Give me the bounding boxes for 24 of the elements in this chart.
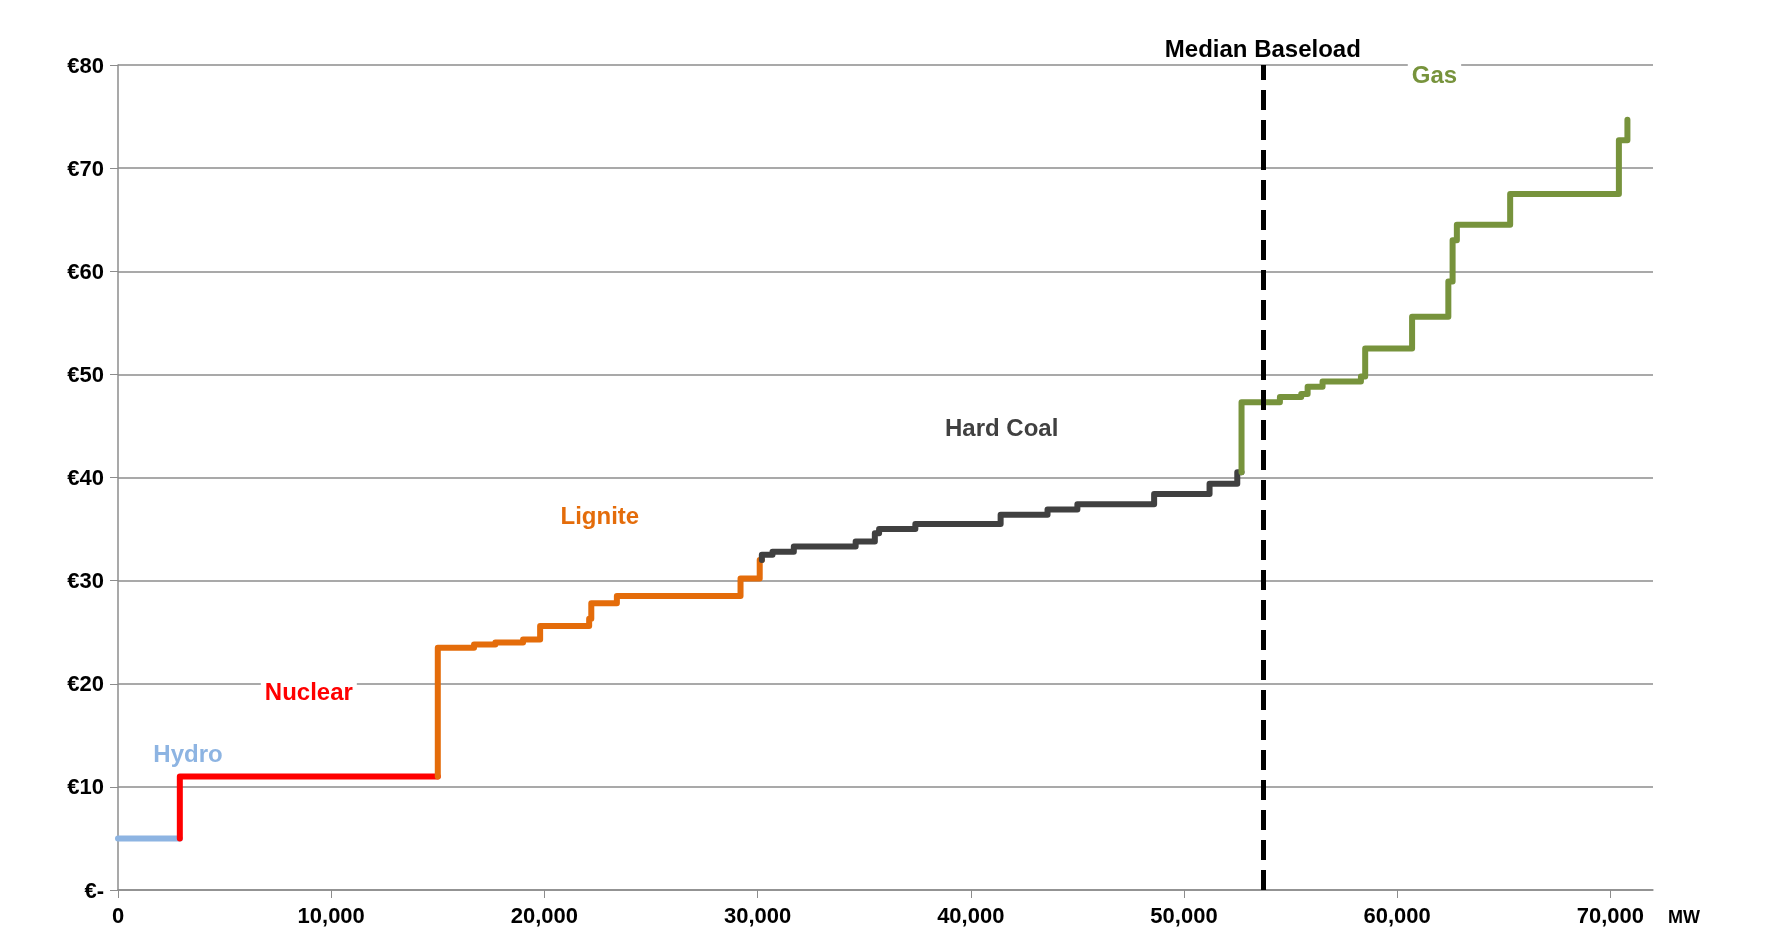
x-tick-label: 50,000 — [1150, 902, 1218, 928]
ref-line-label: Median Baseload — [1164, 34, 1361, 62]
x-tick-label: 10,000 — [297, 902, 365, 928]
x-tick-label: 30,000 — [723, 902, 792, 928]
y-tick-label: €40 — [67, 465, 104, 490]
y-tick-label: €30 — [67, 568, 104, 594]
y-tick-label: €60 — [67, 258, 104, 284]
x-tick-label: 60,000 — [1363, 902, 1431, 928]
text: Hydro — [153, 739, 223, 767]
x-tick-label: 70,000 — [1576, 902, 1645, 928]
y-tick-label: €70 — [67, 155, 104, 181]
x-tick-label: 20,000 — [510, 902, 579, 928]
text: Gas — [1411, 61, 1458, 89]
y-tick-label: €- — [84, 877, 104, 903]
text: Nuclear — [264, 678, 353, 706]
x-axis-title: MW — [1668, 907, 1700, 927]
y-tick-label: €10 — [67, 774, 104, 800]
y-tick-label: €50 — [67, 361, 104, 387]
x-tick-label: 40,000 — [937, 902, 1005, 928]
x-tick-label: 0 — [111, 902, 125, 928]
y-tick-label: €80 — [67, 52, 104, 78]
text: Hard Coal — [945, 413, 1059, 441]
text: Lignite — [560, 501, 640, 529]
y-tick-label: €20 — [67, 671, 104, 697]
